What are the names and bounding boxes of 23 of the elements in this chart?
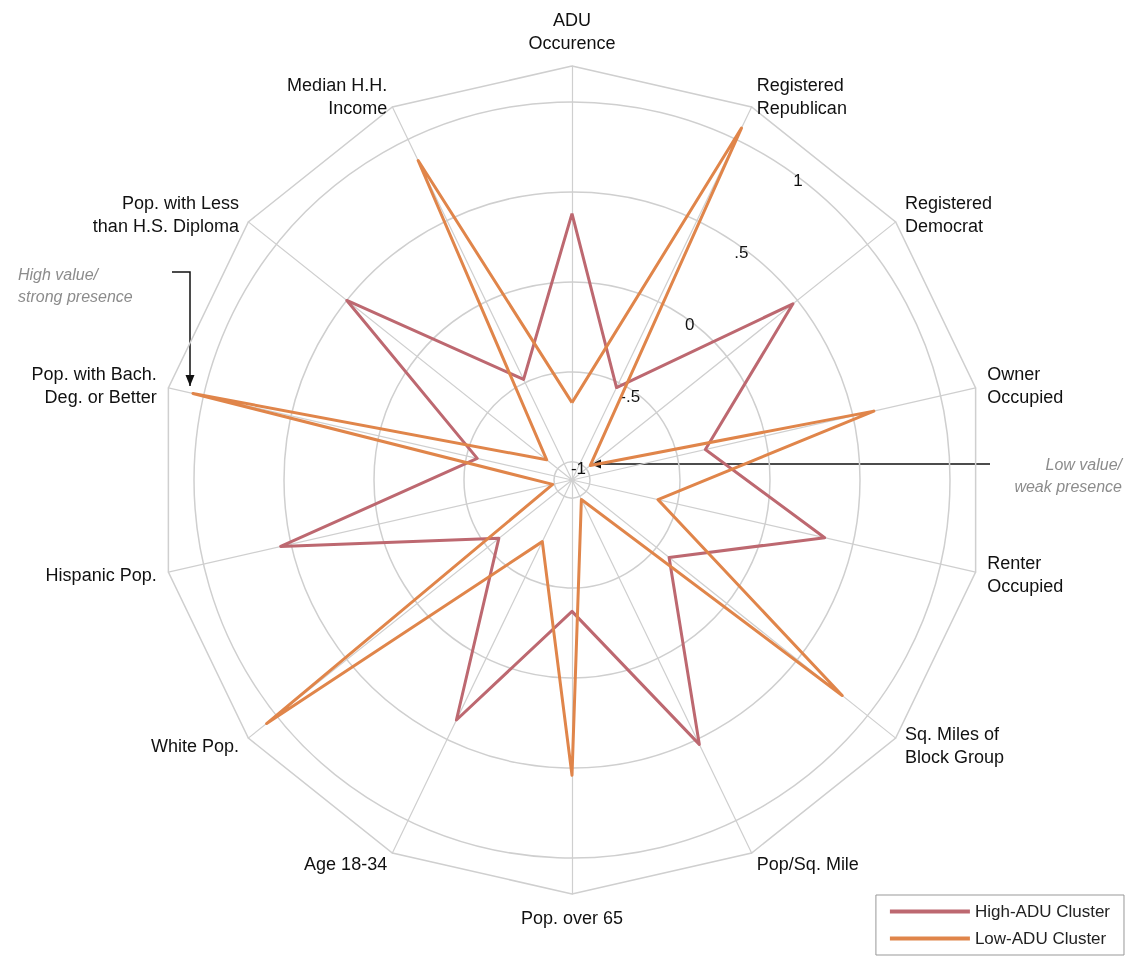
spoke-label: Pop. with Bach. Deg. or Better [31,363,157,407]
spoke-label: Age 18-34 [304,853,388,874]
spoke-label: Sq. Miles of Block Group [905,724,1005,768]
spoke-label: Owner Occupied [987,363,1064,407]
spoke-label: ADU Occurence [528,9,616,53]
y-tick-label: 0 [684,314,695,334]
text: Low value/ weak presence [1014,455,1124,495]
spoke-label: Hispanic Pop. [45,564,157,585]
spoke-label: Pop. with Less than H.S. Diploma [92,192,240,236]
text: High value/ strong presence [18,265,133,305]
y-tick-label: .5 [734,242,749,262]
spoke-label: White Pop. [150,735,239,756]
legend-label: High-ADU Cluster [974,902,1111,921]
spoke-label: Renter Occupied [987,553,1064,597]
spoke-label: Pop/Sq. Mile [756,853,859,874]
spoke-label: Pop. over 65 [520,907,624,928]
spoke-label: Median H.H. Income [287,74,388,118]
y-tick-label: -1 [570,458,587,478]
y-tick-label: 1 [793,171,803,191]
legend-label: Low-ADU Cluster [974,929,1107,948]
spoke-label: Registered Republican [756,74,847,118]
y-tick-label: -.5 [620,386,641,406]
spoke-label: Registered Democrat [905,192,993,236]
